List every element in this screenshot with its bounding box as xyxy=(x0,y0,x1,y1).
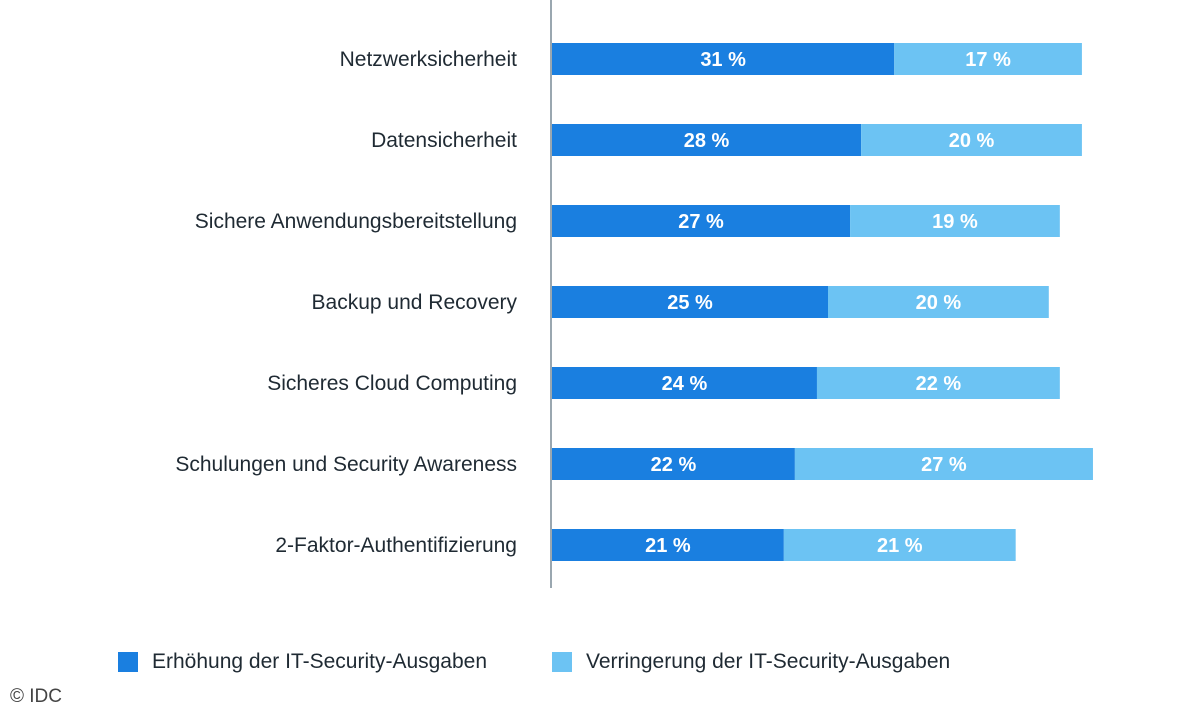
bar-decrease xyxy=(850,205,1060,237)
category-label: Datensicherheit xyxy=(371,129,517,152)
bar-decrease-label: 20 % xyxy=(916,292,962,314)
category-label: Backup und Recovery xyxy=(312,291,518,314)
copyright-text: © IDC xyxy=(10,686,62,707)
category-label: Sichere Anwendungsbereitstellung xyxy=(195,210,517,233)
bar-decrease-label: 17 % xyxy=(965,49,1011,71)
bar-decrease-label: 19 % xyxy=(932,211,978,233)
bar-decrease xyxy=(816,367,1060,399)
bar-increase-label: 21 % xyxy=(645,535,691,557)
bar-increase xyxy=(552,448,795,480)
legend-increase-swatch xyxy=(118,652,138,672)
bar-decrease xyxy=(861,124,1082,156)
bar-increase-label: 22 % xyxy=(651,454,697,476)
category-label: Schulungen und Security Awareness xyxy=(175,453,517,476)
legend-increase-label: Erhöhung der IT-Security-Ausgaben xyxy=(152,650,488,673)
bar-decrease-label: 22 % xyxy=(916,373,962,395)
category-label: Sicheres Cloud Computing xyxy=(267,372,517,395)
bar-decrease xyxy=(828,286,1049,318)
bar-decrease xyxy=(794,448,1093,480)
bar-increase xyxy=(552,529,784,561)
bar-increase-label: 25 % xyxy=(667,292,713,314)
bar-increase-label: 31 % xyxy=(700,49,746,71)
bar-decrease xyxy=(894,43,1082,75)
copyright-notice: © IDC xyxy=(10,686,62,708)
stacked-bar-chart: Netzwerksicherheit 31 % 17 % Datensicherhei… xyxy=(175,0,1093,588)
legend-decrease: Verringerung der IT-Security-Ausgaben xyxy=(552,650,950,674)
bar-decrease-label: 20 % xyxy=(949,130,995,152)
category-label: Netzwerksicherheit xyxy=(340,48,518,71)
bar-increase xyxy=(552,43,895,75)
bar-increase-label: 28 % xyxy=(684,130,730,152)
bar-decrease xyxy=(783,529,1016,561)
legend-increase: Erhöhung der IT-Security-Ausgaben xyxy=(118,650,487,674)
bar-decrease-label: 21 % xyxy=(877,535,923,557)
bar-increase xyxy=(552,286,828,318)
bar-increase xyxy=(552,367,817,399)
bar-increase xyxy=(552,205,851,237)
bar-increase xyxy=(552,124,862,156)
category-label: 2-Faktor-Authentifizierung xyxy=(275,534,517,557)
bar-decrease-label: 27 % xyxy=(921,454,967,476)
bar-increase-label: 24 % xyxy=(662,373,708,395)
bar-increase-label: 27 % xyxy=(678,211,724,233)
legend-decrease-label: Verringerung der IT-Security-Ausgaben xyxy=(586,650,951,673)
legend-decrease-swatch xyxy=(552,652,572,672)
